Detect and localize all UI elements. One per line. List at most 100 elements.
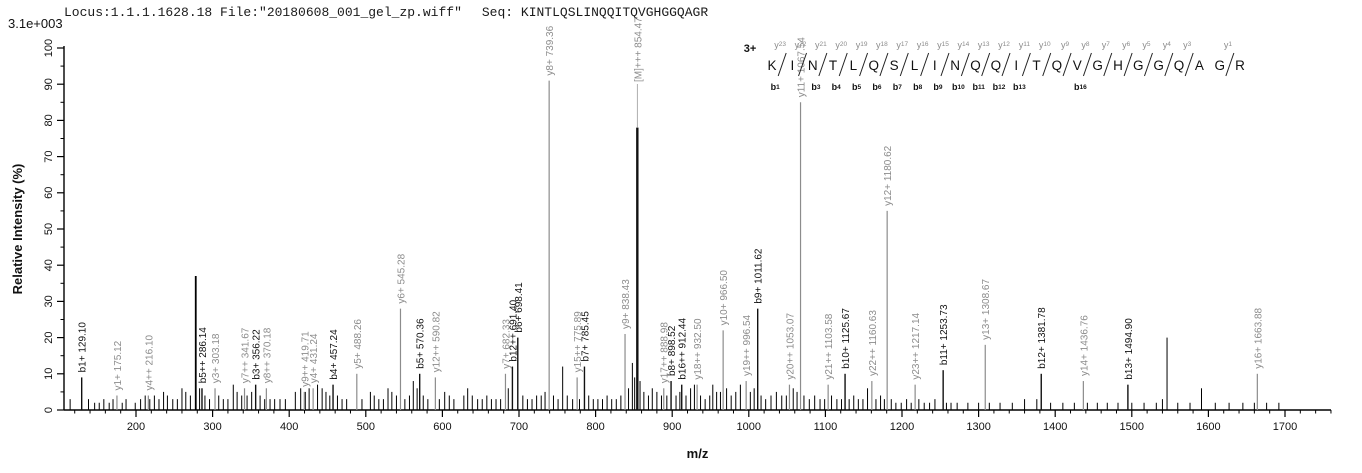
peak-label: y12+ 1180.62 [883,145,894,206]
y-ion-label: y22 [795,40,807,50]
peak-label: y10+ 966.50 [719,270,730,326]
peak-label: y8+ 739.36 [545,25,556,75]
peak-label: b13+ 1494.90 [1124,318,1135,380]
y-ion-label: y23 [774,40,786,50]
residue-letter: T [829,58,837,73]
peak-label: y4+ 431.24 [309,333,320,383]
residue-letter: G [1214,58,1225,73]
b-ion-label: b8 [913,82,923,92]
b-ion-label: b10 [952,82,965,92]
peak-label: y16+ 1663.88 [1253,307,1264,368]
peak-label: y14+ 1436.76 [1079,315,1090,376]
peak-label: y19++ 996.54 [742,314,753,376]
residue-letter: V [1073,58,1082,73]
y-ion-label: y16 [917,40,929,50]
peak-label: y22++ 1160.63 [868,310,879,376]
x-tick-label: 600 [433,421,451,433]
y-tick-label: 90 [43,78,55,90]
residue-letter: R [1235,58,1245,73]
peak-label: b6+ 698.41 [514,282,525,333]
b-ion-label: b9 [933,82,943,92]
residue-letter: S [890,58,899,73]
y-ion-label: y21 [815,40,827,50]
y-tick-label: 0 [43,407,55,413]
y-ion-label: y5 [1142,40,1151,50]
y-tick-label: 30 [43,295,55,307]
peak-label: b3+ 356.22 [252,329,263,380]
sequence-text: KINTLQSLINQQITQVGHGGQAGR [520,5,709,20]
peak-label: y12++ 590.82 [431,311,442,373]
y-ion-label: y7 [1102,40,1111,50]
y-tick-label: 70 [43,150,55,162]
y-ion-label: y3 [1183,40,1192,50]
residue-letter: N [808,58,818,73]
peak-label: y8++ 370.18 [262,327,273,383]
peak-label: b12+ 1381.78 [1037,307,1048,369]
y-axis-title: Relative Intensity (%) [10,164,25,295]
y-ion-label: y11 [1019,40,1031,50]
unlabeled-peaks [69,276,1280,410]
y-tick-label: 50 [43,223,55,235]
y-ion-label: y8 [1081,40,1090,50]
peak-label: b16++ 912.44 [678,317,689,379]
peak-label: y17++ 888.98 [660,322,671,384]
b-ion-label: b16 [1074,82,1087,92]
y-ion-label: y1 [1224,40,1233,50]
y-ion-label: y13 [978,40,990,50]
peak-label: b5+ 570.36 [416,318,427,369]
peak-label: y1+ 175.12 [113,340,124,390]
b-ion-label: b1 [771,82,781,92]
labeled-peaks: b1+ 129.10 y1+ 175.12 y4++ 216.10 b5++ 286.… [78,17,1264,410]
y-ion-label: y6 [1122,40,1131,50]
residue-letter: I [790,58,794,73]
y-tick-label: 10 [43,368,55,380]
y-ion-label: y12 [998,40,1010,50]
peak-label: b1+ 129.10 [78,322,89,373]
b-ion-label: b13 [1013,82,1026,92]
axes: 200 300 400 500 600 700 800 900 1000 1100 1200 1300… [10,39,1332,461]
residue-letter: Q [970,58,981,73]
x-tick-label: 1700 [1273,421,1297,433]
residue-letter: G [1092,58,1103,73]
locus-file-label: Locus:1.1.1.1628.18 File:"20180608_001_g… [64,5,462,20]
peak-label: b12++ 691.40 [508,299,519,361]
peak-label: b4+ 457.24 [329,329,340,380]
y-ion-label: y18 [876,40,888,50]
y-tick-label: 80 [43,114,55,126]
y-ion-label: y19 [856,40,868,50]
residue-letter: Q [1174,58,1185,73]
peak-label: y21++ 1103.58 [824,313,835,379]
peak-label: y23++ 1217.14 [911,312,922,379]
b-ion-label: b7 [893,82,903,92]
b-ion-label: b3 [811,82,821,92]
precursor-charge-label: 3+ [744,43,757,55]
residue-letter: Q [1052,58,1063,73]
residue-letter: L [850,58,858,73]
residue-letter: L [911,58,919,73]
b-ion-label: b11 [972,82,985,92]
y-ion-label: y17 [896,40,908,50]
peak-label: y7++ 341.67 [241,327,252,383]
peak-label: y9+ 838.43 [621,279,632,329]
b-ion-label: b5 [852,82,862,92]
peak-label: y13+ 1308.67 [981,279,992,340]
peak-label: b7+ 785.45 [580,311,591,362]
y-ion-label: y4 [1163,40,1172,50]
peak-label: y5+ 488.26 [353,319,364,369]
residue-letter: H [1113,58,1123,73]
peak-label: y9++ 419.71 [300,331,311,387]
x-tick-label: 300 [203,421,221,433]
residue-letter: G [1153,58,1164,73]
y-tick-label: 20 [43,331,55,343]
x-tick-label: 1300 [966,421,990,433]
peak-label: b9+ 1011.62 [754,248,765,304]
peak-label: y7+ 682.33 [501,319,512,369]
y-ion-label: y9 [1061,40,1070,50]
y-ion-label: y14 [957,40,969,50]
peak-label: y6+ 545.28 [396,253,407,303]
x-tick-label: 500 [357,421,375,433]
residue-letter: A [1195,58,1204,73]
y-ion-label: y15 [937,40,949,50]
